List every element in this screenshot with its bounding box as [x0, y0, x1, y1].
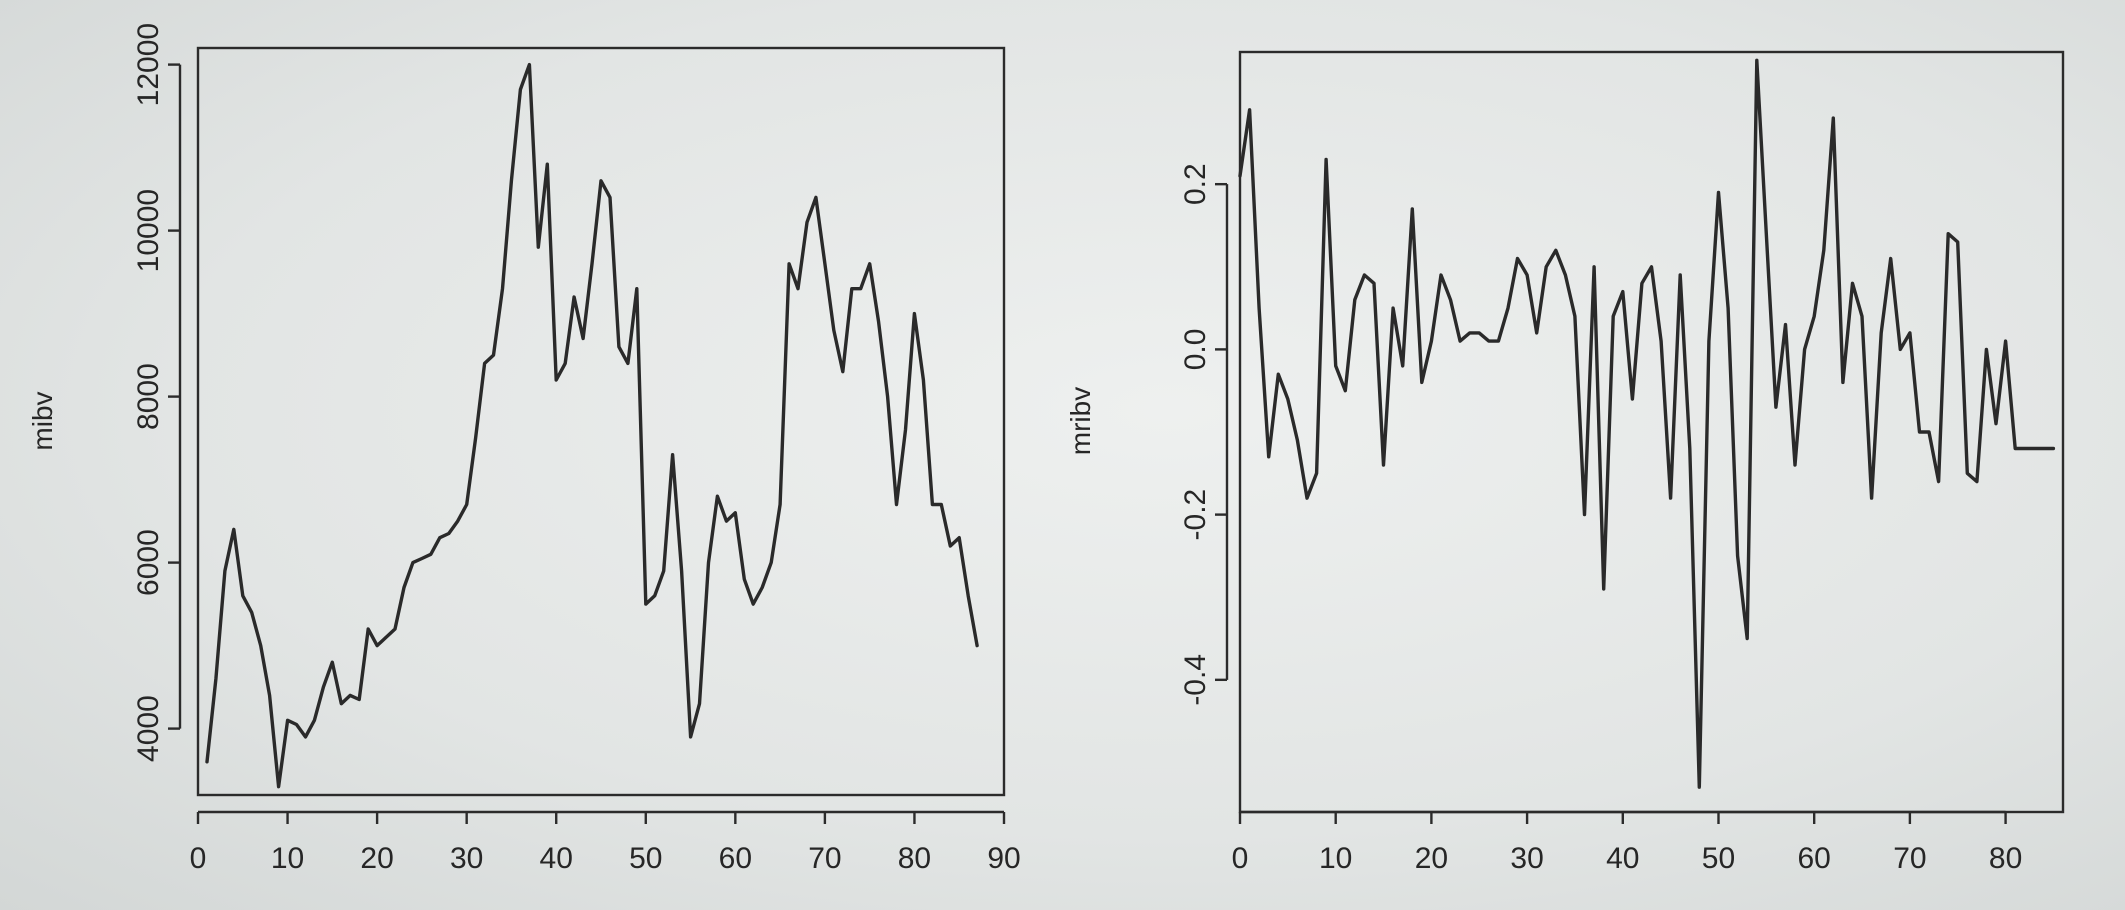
x-tick-label: 80 — [1989, 842, 2022, 875]
x-tick-label: 60 — [1797, 842, 1830, 875]
x-tick-label: 80 — [898, 842, 931, 875]
y-axis-label: mibv — [27, 391, 58, 450]
x-tick-label: 30 — [1510, 842, 1543, 875]
y-tick-label: -0.4 — [1179, 654, 1212, 706]
y-tick-label: 6000 — [132, 529, 165, 596]
y-tick-label: 0.2 — [1179, 163, 1212, 205]
x-tick-label: 70 — [1893, 842, 1926, 875]
x-tick-label: 20 — [360, 842, 393, 875]
y-tick-label: -0.2 — [1179, 489, 1212, 541]
x-tick-label: 60 — [719, 842, 752, 875]
x-tick-label: 10 — [271, 842, 304, 875]
y-tick-label: 10000 — [132, 189, 165, 272]
x-tick-label: 20 — [1415, 842, 1448, 875]
x-tick-label: 0 — [190, 842, 207, 875]
plot-frame — [196, 46, 1006, 797]
y-tick-label: 8000 — [132, 363, 165, 430]
right-chart: 0 10 20 30 40 50 60 70 80 -0.4 -0.2 0.0 0.2 mribv — [1065, 50, 2065, 875]
y-axis-label: mribv — [1065, 387, 1096, 455]
x-tick-label: 90 — [987, 842, 1020, 875]
left-chart: 0 10 20 30 40 50 60 70 80 90 4000 6000 8000 10000 1200… — [27, 23, 1021, 875]
y-tick-label: 12000 — [132, 23, 165, 106]
y-tick-label: 4000 — [132, 695, 165, 762]
x-tick-label: 40 — [540, 842, 573, 875]
x-tick-label: 50 — [629, 842, 662, 875]
x-tick-label: 30 — [450, 842, 483, 875]
series-line — [205, 62, 979, 789]
y-tick-label: 0.0 — [1179, 329, 1212, 371]
x-tick-label: 40 — [1606, 842, 1639, 875]
x-tick-label: 0 — [1232, 842, 1249, 875]
x-tick-label: 70 — [808, 842, 841, 875]
x-tick-label: 10 — [1319, 842, 1352, 875]
series-line — [1238, 58, 2056, 789]
x-tick-label: 50 — [1702, 842, 1735, 875]
